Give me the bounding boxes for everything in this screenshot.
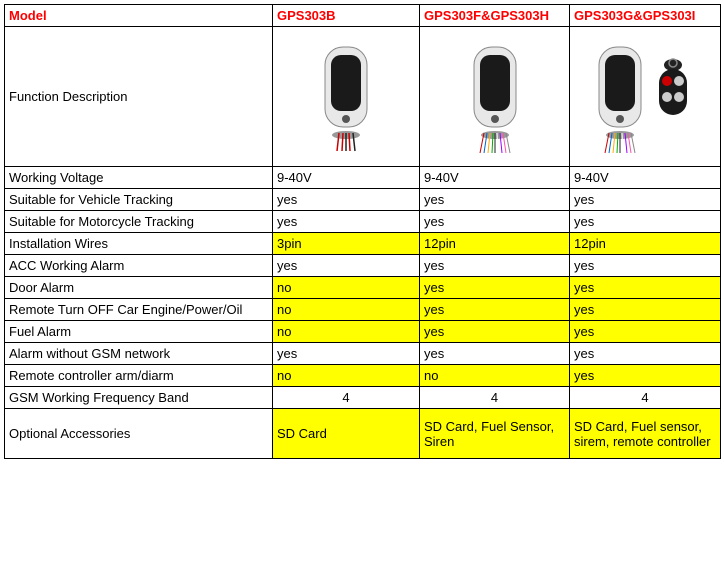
- row-value: yes: [570, 255, 721, 277]
- gps-tracker-icon: [311, 35, 381, 155]
- row-value: yes: [570, 321, 721, 343]
- row-value: no: [273, 321, 420, 343]
- row-value: yes: [273, 189, 420, 211]
- device-image-1: [273, 27, 420, 167]
- row-value: yes: [420, 321, 570, 343]
- row-value: 4: [420, 387, 570, 409]
- row-label: Alarm without GSM network: [5, 343, 273, 365]
- row-value: 9-40V: [570, 167, 721, 189]
- row-label: Door Alarm: [5, 277, 273, 299]
- row-value: 12pin: [570, 233, 721, 255]
- header-col1: GPS303B: [273, 5, 420, 27]
- row-label: GSM Working Frequency Band: [5, 387, 273, 409]
- gps-tracker-with-remote-icon: [585, 35, 705, 155]
- row-value: SD Card, Fuel Sensor, Siren: [420, 409, 570, 459]
- row-value: yes: [420, 255, 570, 277]
- function-description-label: Function Description: [5, 27, 273, 167]
- row-value: yes: [420, 277, 570, 299]
- device-image-row: Function Description: [5, 27, 721, 167]
- row-value: yes: [570, 277, 721, 299]
- comparison-table: Model GPS303B GPS303F&GPS303H GPS303G&GP…: [4, 4, 721, 459]
- row-label: Suitable for Vehicle Tracking: [5, 189, 273, 211]
- row-value: yes: [273, 255, 420, 277]
- row-value: yes: [420, 299, 570, 321]
- row-value: yes: [420, 211, 570, 233]
- gps-tracker-icon: [460, 35, 530, 155]
- row-value: 9-40V: [420, 167, 570, 189]
- row-value: no: [273, 365, 420, 387]
- row-label: Remote controller arm/diarm: [5, 365, 273, 387]
- row-label: Working Voltage: [5, 167, 273, 189]
- row-value: 3pin: [273, 233, 420, 255]
- header-model: Model: [5, 5, 273, 27]
- row-value: yes: [420, 189, 570, 211]
- row-value: 9-40V: [273, 167, 420, 189]
- row-label: ACC Working Alarm: [5, 255, 273, 277]
- table-row: GSM Working Frequency Band444: [5, 387, 721, 409]
- table-row: Alarm without GSM networkyesyesyes: [5, 343, 721, 365]
- row-label: Suitable for Motorcycle Tracking: [5, 211, 273, 233]
- header-row: Model GPS303B GPS303F&GPS303H GPS303G&GP…: [5, 5, 721, 27]
- row-value: yes: [570, 343, 721, 365]
- table-row: Remote Turn OFF Car Engine/Power/Oilnoye…: [5, 299, 721, 321]
- table-row: Suitable for Motorcycle Trackingyesyesye…: [5, 211, 721, 233]
- row-value: no: [273, 277, 420, 299]
- table-row: Installation Wires3pin12pin12pin: [5, 233, 721, 255]
- table-row: Door Alarmnoyesyes: [5, 277, 721, 299]
- row-value: yes: [570, 365, 721, 387]
- table-row: ACC Working Alarmyesyesyes: [5, 255, 721, 277]
- header-col2: GPS303F&GPS303H: [420, 5, 570, 27]
- table-row: Suitable for Vehicle Trackingyesyesyes: [5, 189, 721, 211]
- table-row: Working Voltage9-40V9-40V9-40V: [5, 167, 721, 189]
- device-image-3: [570, 27, 721, 167]
- row-value: yes: [570, 189, 721, 211]
- table-row: Optional AccessoriesSD CardSD Card, Fuel…: [5, 409, 721, 459]
- row-value: yes: [570, 211, 721, 233]
- table-row: Remote controller arm/diarmnonoyes: [5, 365, 721, 387]
- row-value: yes: [420, 343, 570, 365]
- row-value: no: [273, 299, 420, 321]
- row-label: Fuel Alarm: [5, 321, 273, 343]
- row-value: yes: [273, 211, 420, 233]
- header-col3: GPS303G&GPS303I: [570, 5, 721, 27]
- row-label: Installation Wires: [5, 233, 273, 255]
- row-label: Remote Turn OFF Car Engine/Power/Oil: [5, 299, 273, 321]
- device-image-2: [420, 27, 570, 167]
- row-value: yes: [273, 343, 420, 365]
- table-row: Fuel Alarmnoyesyes: [5, 321, 721, 343]
- row-label: Optional Accessories: [5, 409, 273, 459]
- row-value: 4: [570, 387, 721, 409]
- row-value: SD Card, Fuel sensor, sirem, remote cont…: [570, 409, 721, 459]
- row-value: SD Card: [273, 409, 420, 459]
- row-value: yes: [570, 299, 721, 321]
- row-value: 12pin: [420, 233, 570, 255]
- row-value: no: [420, 365, 570, 387]
- row-value: 4: [273, 387, 420, 409]
